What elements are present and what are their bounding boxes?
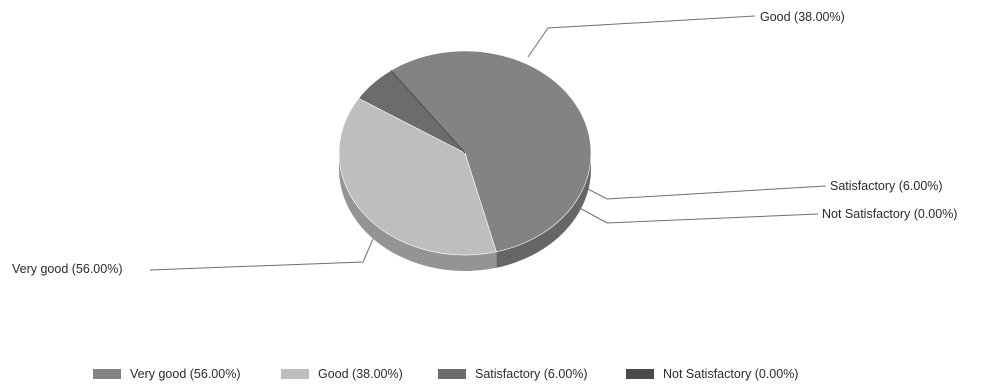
pie-depth-good (339, 153, 497, 271)
pie-slice-very-good (390, 50, 592, 253)
pie-slice-good (338, 97, 497, 256)
legend: Very good (56.00%) Good (38.00%) Satisfa… (93, 367, 798, 381)
pie-depth-very-good (496, 153, 591, 268)
slice-label-good: Good (38.00%) (760, 10, 845, 24)
legend-swatch-not-satisfactory (626, 369, 654, 379)
leader-line-good (527, 15, 756, 58)
slice-label-not-satisfactory: Not Satisfactory (0.00%) (822, 207, 957, 221)
legend-label-good: Good (38.00%) (318, 367, 403, 381)
legend-swatch-very-good (93, 369, 121, 379)
leader-line-not-satisfactory (577, 206, 819, 224)
legend-swatch-good (281, 369, 309, 379)
slice-label-very-good: Very good (56.00%) (12, 262, 123, 276)
slice-labels: Very good (56.00%) Good (38.00%) Satisfa… (12, 10, 957, 276)
pie-slices (338, 50, 592, 256)
leader-lines (149, 15, 827, 271)
pie-slice-satisfactory (358, 70, 466, 154)
slice-label-satisfactory: Satisfactory (6.00%) (830, 179, 943, 193)
leader-line-satisfactory (585, 185, 827, 200)
legend-label-very-good: Very good (56.00%) (130, 367, 241, 381)
pie-depth (339, 153, 591, 271)
legend-swatch-satisfactory (438, 369, 466, 379)
pie-slice-not-satisfactory (390, 70, 466, 154)
leader-line-very-good (149, 238, 374, 271)
legend-label-satisfactory: Satisfactory (6.00%) (475, 367, 588, 381)
legend-label-not-satisfactory: Not Satisfactory (0.00%) (663, 367, 798, 381)
